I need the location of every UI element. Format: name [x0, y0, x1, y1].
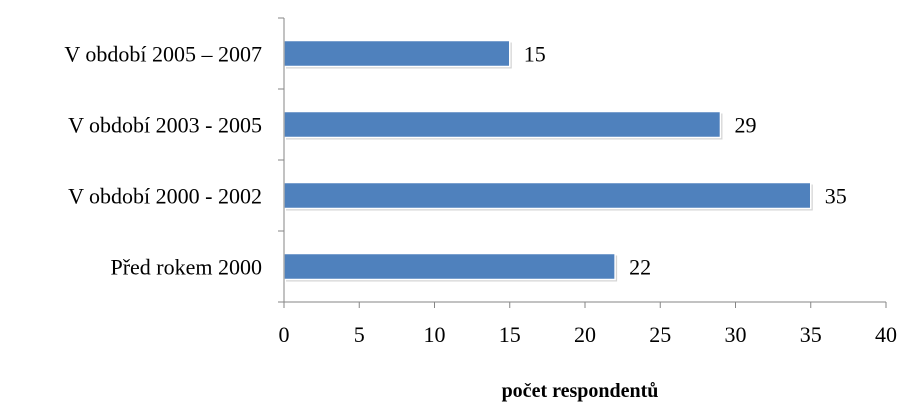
ticks-layer	[278, 17, 887, 308]
x-tick-label: 20	[574, 322, 596, 347]
category-label: V období 2000 - 2002	[68, 184, 262, 209]
x-tick-label: 35	[800, 322, 822, 347]
category-label: V období 2003 - 2005	[68, 113, 262, 138]
x-tick-label: 25	[649, 322, 671, 347]
x-axis-title: počet respondentů	[502, 380, 659, 402]
category-label: V období 2005 – 2007	[64, 42, 262, 67]
x-tick-label: 0	[279, 322, 290, 347]
data-label: 22	[629, 255, 651, 280]
category-label: Před rokem 2000	[110, 255, 262, 280]
x-tick-label: 40	[875, 322, 897, 347]
bar	[283, 39, 511, 68]
x-tick-label: 10	[424, 322, 446, 347]
bars-layer	[283, 39, 813, 282]
x-tick-label: 5	[354, 322, 365, 347]
x-tick-label: 30	[725, 322, 747, 347]
data-label: 35	[825, 184, 847, 209]
bar	[283, 252, 616, 281]
labels-layer: 0 5 10 15 20 25 30 35 40 V období 2005 – 2007 15 V …	[64, 42, 897, 348]
bar	[283, 110, 722, 139]
x-tick-label: 15	[499, 322, 521, 347]
data-label: 15	[524, 42, 546, 67]
bar	[283, 181, 812, 210]
data-label: 29	[734, 113, 756, 138]
